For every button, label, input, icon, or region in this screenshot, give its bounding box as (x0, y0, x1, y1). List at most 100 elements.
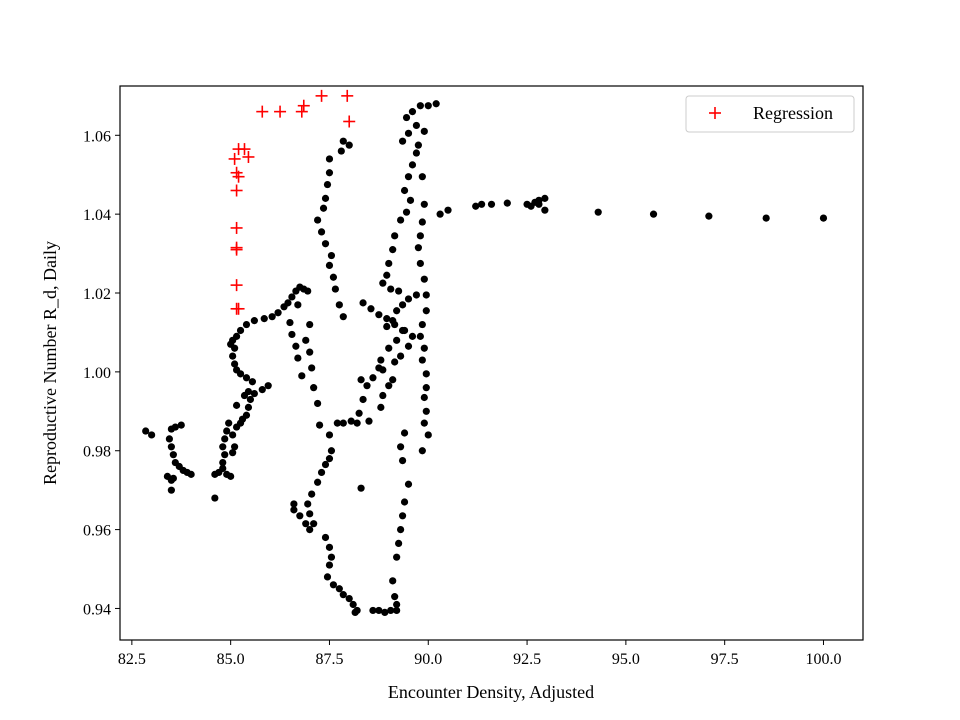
data-point (258, 386, 266, 394)
data-point (242, 411, 251, 419)
data-point (377, 356, 385, 364)
data-point (353, 606, 361, 615)
data-point (391, 232, 399, 240)
data-point (416, 259, 424, 268)
data-point (406, 196, 415, 204)
data-point (248, 378, 256, 386)
data-point (296, 512, 304, 520)
data-point (231, 360, 239, 368)
data-point (422, 307, 430, 315)
data-point (306, 525, 314, 534)
data-point (294, 301, 302, 309)
data-point (420, 275, 428, 283)
data-point (420, 419, 428, 427)
data-point (424, 102, 432, 110)
x-tick-label: 97.5 (711, 651, 739, 668)
data-point (420, 127, 428, 135)
data-point (379, 366, 387, 374)
data-point (219, 443, 227, 451)
data-point (329, 273, 338, 281)
y-tick-label: 1.02 (83, 286, 111, 303)
data-point (298, 372, 306, 380)
data-point (389, 246, 397, 254)
data-point (422, 291, 430, 299)
data-point (219, 464, 227, 473)
regression-point (232, 302, 245, 315)
data-point (432, 100, 440, 108)
data-point (369, 606, 377, 615)
legend-label: Regression (753, 103, 833, 123)
y-tick-label: 1.06 (83, 128, 111, 145)
data-point (321, 533, 330, 542)
data-point (398, 137, 407, 145)
data-point (420, 393, 428, 402)
data-point (404, 129, 413, 137)
data-point (339, 137, 347, 145)
data-point (420, 200, 428, 208)
y-tick-label: 0.94 (83, 601, 111, 618)
data-point (355, 409, 363, 417)
data-point (387, 606, 395, 615)
data-point (325, 561, 334, 569)
data-point (337, 147, 345, 155)
regression-point (230, 243, 243, 256)
data-point (236, 326, 245, 335)
x-tick-label: 87.5 (315, 651, 343, 668)
data-point (290, 500, 298, 508)
data-point (404, 480, 413, 488)
data-point (314, 399, 322, 408)
regression-point (238, 143, 251, 156)
data-point (167, 486, 175, 494)
data-point (325, 543, 334, 551)
data-point (304, 500, 312, 508)
x-tick-label: 82.5 (118, 651, 146, 668)
data-point (418, 173, 426, 181)
data-point (408, 161, 417, 169)
data-point (472, 202, 480, 210)
data-point (397, 443, 405, 451)
data-point (397, 352, 405, 360)
data-point (397, 216, 405, 224)
regression-point (343, 115, 356, 128)
data-point (325, 155, 334, 163)
data-point (385, 344, 393, 352)
data-point (398, 512, 407, 520)
data-point (379, 391, 387, 400)
data-point (418, 320, 426, 329)
data-point (339, 591, 347, 599)
data-point (420, 344, 428, 352)
data-point (377, 403, 385, 411)
data-point (321, 460, 330, 469)
regression-point (242, 150, 255, 163)
data-point (408, 332, 417, 340)
data-point (398, 456, 407, 465)
data-point (444, 206, 452, 214)
x-tick-label: 95.0 (612, 651, 640, 668)
data-point (306, 320, 314, 329)
data-point (369, 374, 377, 382)
data-point (288, 293, 296, 301)
data-point (169, 474, 177, 482)
regression-point (315, 89, 328, 102)
data-point (211, 494, 219, 502)
data-point (315, 421, 324, 429)
data-point (227, 472, 235, 480)
data-point (400, 429, 409, 437)
data-point (290, 506, 298, 514)
data-point (385, 259, 393, 268)
data-point (762, 214, 770, 222)
data-point (274, 309, 282, 317)
data-point (264, 382, 272, 390)
data-point (649, 210, 658, 218)
regression-point (230, 279, 243, 292)
legend: Regression (685, 95, 855, 133)
data-point (314, 478, 322, 486)
data-point (325, 431, 334, 439)
data-point (418, 356, 426, 364)
data-point (400, 186, 409, 195)
data-point (395, 287, 403, 295)
data-point (187, 470, 195, 478)
data-point (310, 520, 318, 528)
data-point (478, 200, 486, 208)
regression-point (274, 105, 287, 118)
